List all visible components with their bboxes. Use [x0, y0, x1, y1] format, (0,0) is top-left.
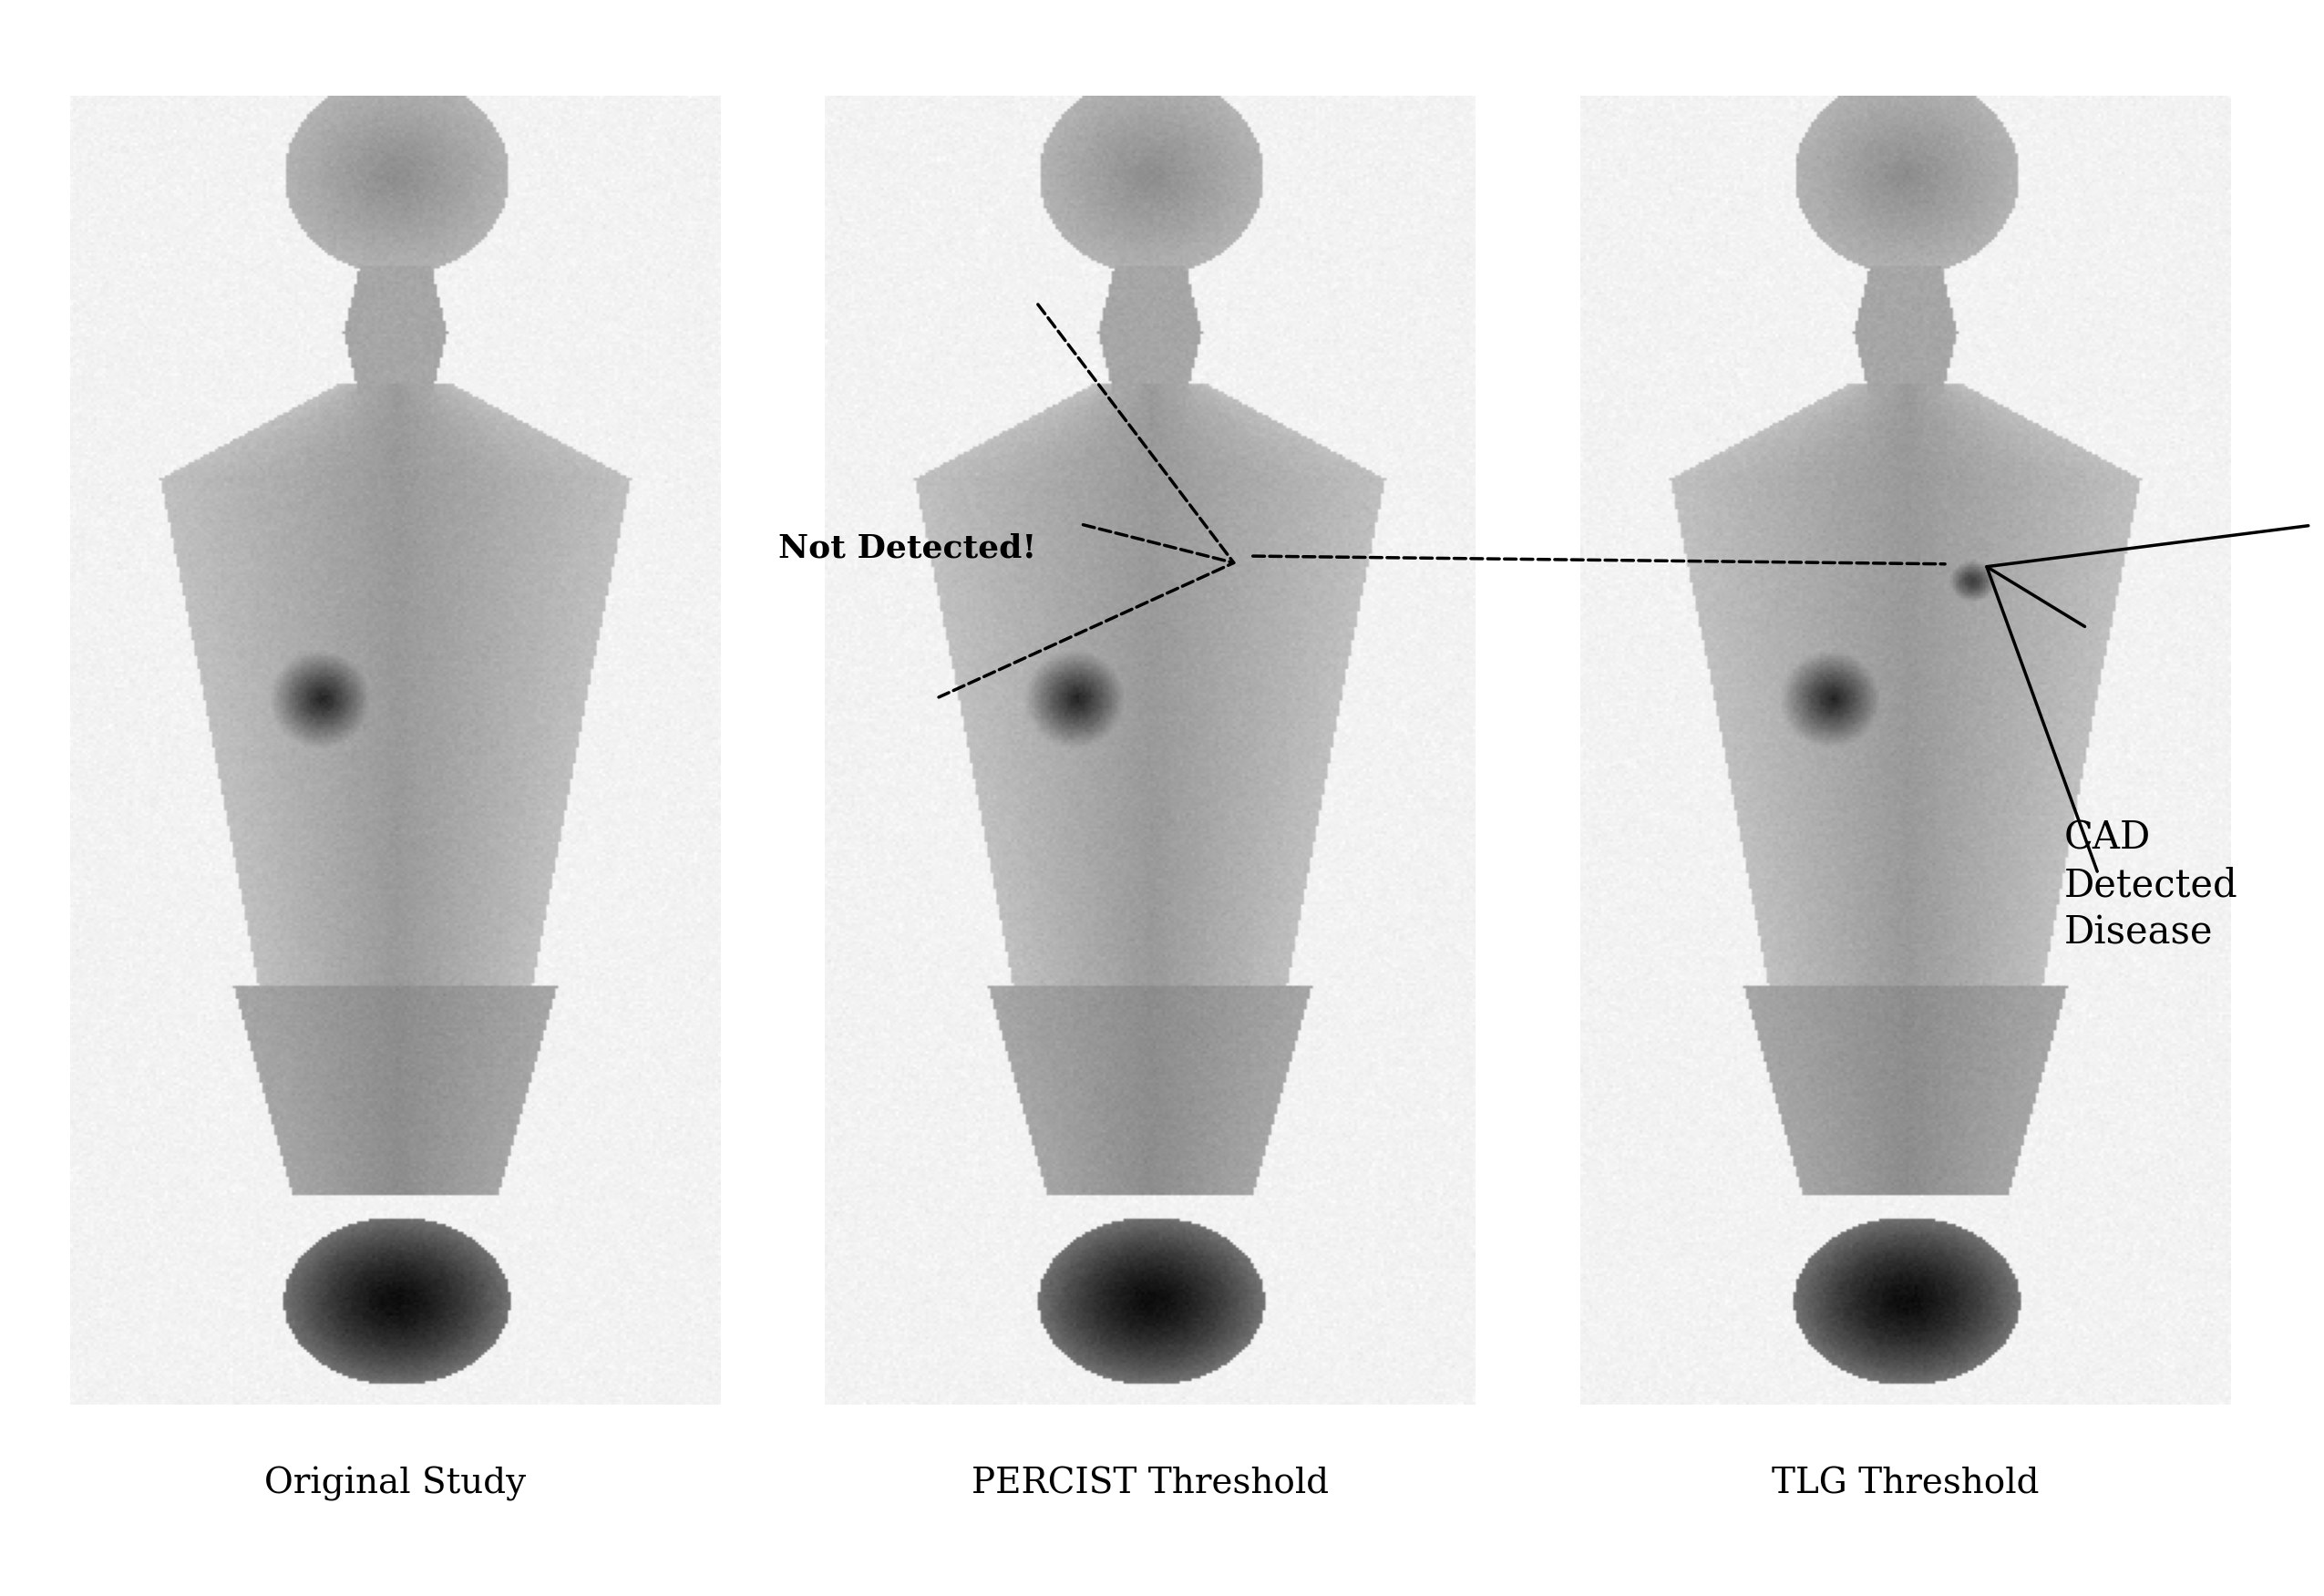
Text: PERCIST Threshold: PERCIST Threshold: [971, 1467, 1329, 1502]
Text: Original Study: Original Study: [265, 1467, 525, 1502]
Text: CAD
Detected
Disease: CAD Detected Disease: [2064, 819, 2238, 953]
Text: TLG Threshold: TLG Threshold: [1771, 1467, 2040, 1502]
Text: Not Detected!: Not Detected!: [779, 533, 1037, 563]
